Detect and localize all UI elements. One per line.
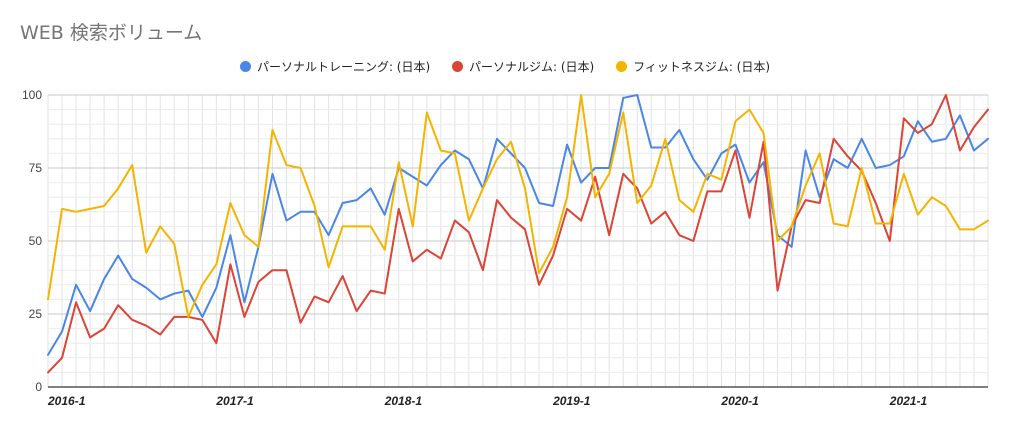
y-tick-label: 0 bbox=[35, 380, 42, 394]
legend-item-series-1[interactable]: パーソナルトレーニング: (日本) bbox=[239, 58, 431, 75]
y-tick-label: 25 bbox=[29, 307, 43, 321]
legend-swatch-series-3 bbox=[616, 61, 628, 72]
legend-item-series-3[interactable]: フィットネスジム: (日本) bbox=[616, 58, 770, 75]
series-layer bbox=[47, 94, 989, 374]
legend-swatch-series-2 bbox=[452, 61, 463, 72]
grid-layer bbox=[47, 94, 989, 388]
chart-title: WEB 検索ボリューム bbox=[20, 22, 203, 44]
x-tick-label: 2020-1 bbox=[720, 394, 759, 408]
y-tick-label: 50 bbox=[29, 234, 43, 248]
legend-label-series-3: フィットネスジム: (日本) bbox=[633, 60, 771, 74]
legend-item-series-2[interactable]: パーソナルジム: (日本) bbox=[452, 58, 594, 75]
y-tick-label: 100 bbox=[22, 88, 42, 102]
x-tick-label: 2016-1 bbox=[47, 394, 86, 408]
legend-swatch-series-1 bbox=[239, 61, 251, 72]
x-tick-label: 2021-1 bbox=[889, 394, 928, 408]
legend-label-series-1: パーソナルトレーニング: (日本) bbox=[256, 60, 431, 74]
y-tick-label: 75 bbox=[29, 161, 43, 175]
x-tick-label: 2017-1 bbox=[215, 394, 254, 408]
x-tick-label: 2018-1 bbox=[384, 394, 423, 408]
series-line-2 bbox=[47, 94, 989, 374]
x-tick-label: 2019-1 bbox=[552, 394, 591, 408]
legend-label-series-2: パーソナルジム: (日本) bbox=[469, 60, 595, 74]
legend: パーソナルトレーニング: (日本) パーソナルジム: (日本) フィットネスジム… bbox=[0, 58, 1010, 75]
axis-labels: 0 25 50 75 100 2016-1 2017-1 2018-1 2019-1 2020-1… bbox=[22, 88, 928, 408]
series-line-3 bbox=[47, 94, 989, 318]
series-line-1 bbox=[47, 94, 989, 356]
